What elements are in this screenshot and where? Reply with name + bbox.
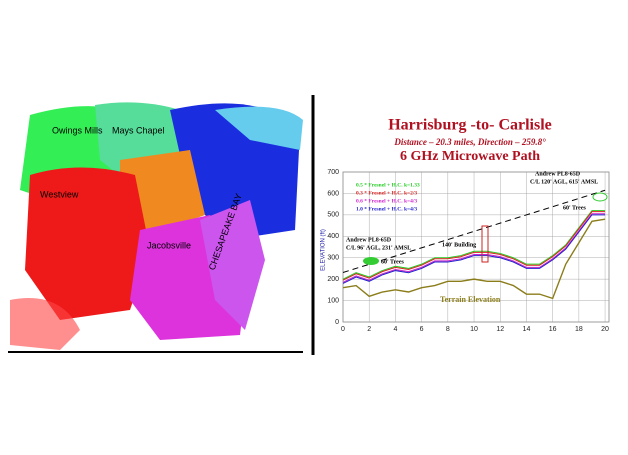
chart-subtitle: 6 GHz Microwave Path [400,149,540,164]
x-tick-label: 16 [549,326,557,333]
x-tick-label: 8 [446,326,450,333]
plot: 0 100 200 300 400 500 600 700 0 2 4 6 8 10 12 14 16 18 20 0… [327,169,610,333]
annotation: Andrew PL8-65D [535,171,581,177]
y-tick-label: 300 [327,255,339,262]
zone-red [25,167,150,320]
sight-line [342,189,606,273]
annotation: C/L 96' AGL, 231' AMSL [346,245,411,251]
y-tick-label: 500 [327,212,339,219]
y-tick-label: 0 [335,319,339,326]
zone-cyan [215,106,303,150]
legend-entry: Terrain Elevation [440,295,501,304]
series-line [342,214,606,284]
map-label: Westview [40,189,79,199]
series-line [342,213,606,283]
series-line [342,218,606,300]
x-tick-label: 0 [341,326,345,333]
y-axis-label: ELEVATION (ft) [321,229,327,271]
x-tick-label: 14 [523,326,531,333]
map-label: Owings Mills [52,125,103,135]
annotation: 60' Trees [563,205,586,211]
x-tick-label: 10 [470,326,478,333]
building-icon [481,225,489,263]
annotation: Andrew PL8-65D [346,237,392,243]
zone-violet [200,200,265,330]
map-label: Mays Chapel [112,125,165,135]
y-tick-label: 400 [327,233,339,240]
y-tick-label: 600 [327,190,339,197]
x-tick-label: 4 [393,326,397,333]
y-tick-label: 100 [327,297,339,304]
annotation: 140' Building [442,242,476,248]
x-tick-label: 6 [420,326,424,333]
legend-entry: 1.0 * Fresnel + H.C. k=4/3 [356,206,417,212]
chart-subtitle: Distance – 20.3 miles, Direction – 259.8… [393,137,546,147]
map-label: Jacobsville [147,240,191,250]
x-tick-label: 20 [601,326,609,333]
annotation: 60' Trees [381,259,404,265]
chart-title: Harrisburg -to- Carlisle [388,117,552,134]
x-tick-label: 12 [496,326,504,333]
legend-entry: 0.6 * Fresnel + H.C. k=4/3 [356,198,417,204]
y-tick-label: 700 [327,169,339,176]
annotation: C/L 120' AGL, 615' AMSL [530,179,598,185]
legend-entry: 0.5 * Fresnel + H.C. k=1.33 [356,182,420,188]
y-tick-label: 200 [327,276,339,283]
tree-icon [592,192,608,202]
legend-entry: 0.3 * Fresnel + H.C. k=2/3 [356,190,417,196]
coverage-map: Owings Mills Mays Chapel Westview Jacobs… [8,100,303,350]
x-tick-label: 18 [575,326,583,333]
zone-red-edge [10,298,80,350]
tree-icon [363,257,379,265]
x-tick-label: 2 [367,326,371,333]
series-line [342,210,606,280]
series-line [342,211,606,281]
